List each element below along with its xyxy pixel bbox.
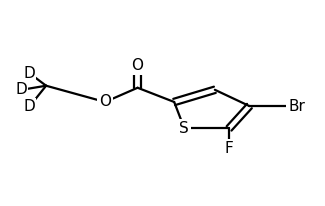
Text: D: D (24, 66, 36, 81)
Text: D: D (24, 98, 36, 114)
Text: O: O (132, 58, 144, 73)
Text: F: F (225, 141, 233, 156)
Text: S: S (179, 121, 189, 136)
Text: Br: Br (288, 98, 305, 114)
Text: D: D (16, 82, 28, 97)
Text: O: O (99, 95, 111, 109)
